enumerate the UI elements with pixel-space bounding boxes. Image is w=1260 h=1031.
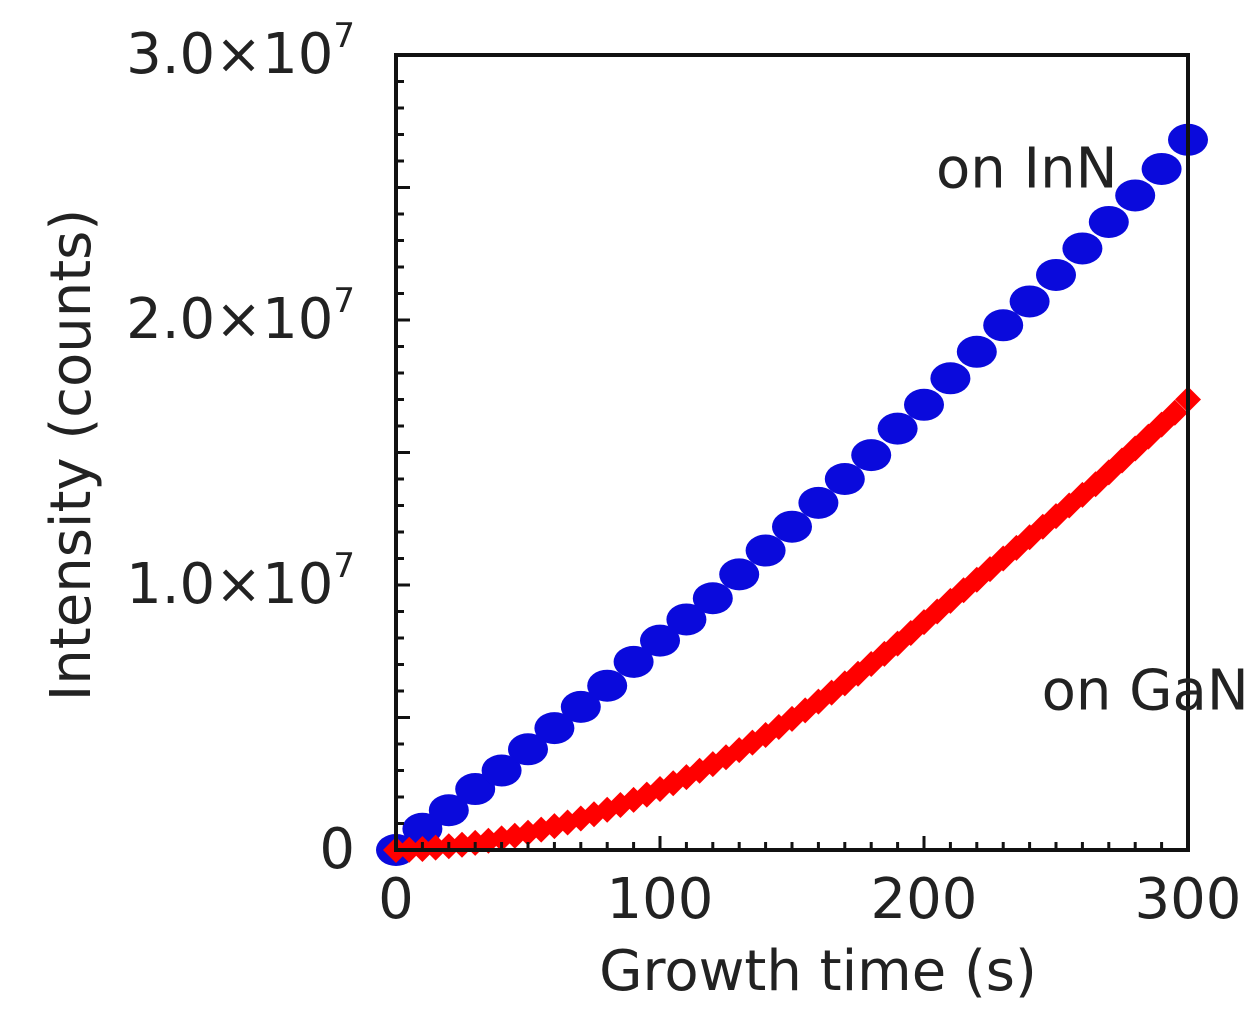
data-point — [455, 773, 496, 806]
data-point — [402, 812, 443, 845]
data-point — [481, 754, 522, 787]
data-point — [1009, 285, 1050, 318]
annotation-label: on InN — [936, 137, 1117, 202]
y-tick-label: 2.0×107 — [126, 281, 355, 352]
x-axis-title: Growth time (s) — [599, 939, 1037, 1004]
data-point — [666, 603, 707, 636]
data-point — [930, 362, 971, 395]
data-point — [1115, 179, 1156, 212]
y-tick-label: 3.0×107 — [126, 16, 355, 87]
axis-tick-labels: 0 100 200 300 0 1.0×107 2.0×107 3.0×107 — [126, 16, 1241, 932]
data-point — [719, 558, 760, 591]
x-tick-label: 200 — [871, 867, 978, 932]
data-point — [745, 534, 786, 567]
data-point — [1036, 258, 1076, 291]
data-point — [640, 624, 680, 657]
x-tick-label: 300 — [1135, 867, 1242, 932]
data-point — [560, 690, 601, 723]
data-point — [587, 669, 628, 702]
data-point — [534, 712, 575, 745]
data-point — [877, 412, 918, 445]
data-point — [956, 335, 997, 368]
data-point — [1141, 152, 1182, 185]
y-tick-label: 0 — [319, 817, 355, 882]
data-point — [508, 733, 548, 766]
series-annotations: on InN on GaN — [936, 137, 1249, 724]
data-point — [824, 463, 865, 495]
data-point — [798, 486, 839, 519]
y-tick-label: 1.0×107 — [126, 546, 355, 617]
data-point — [1161, 399, 1188, 426]
series-on-gan — [383, 386, 1201, 863]
data-point — [983, 309, 1024, 342]
data-point — [1062, 232, 1103, 265]
x-tick-label: 100 — [607, 867, 714, 932]
data-point — [428, 794, 469, 827]
data-point — [1088, 205, 1129, 238]
annotation-label: on GaN — [1042, 659, 1249, 724]
y-axis-title: Intensity (counts) — [39, 209, 104, 701]
axis-ticks — [394, 53, 1190, 852]
series-on-inn — [376, 123, 1208, 866]
data-point — [692, 582, 733, 615]
data-point — [613, 645, 654, 678]
x-tick-label: 0 — [378, 867, 414, 932]
data-point — [904, 388, 944, 421]
data-markers — [376, 123, 1208, 866]
data-point — [851, 439, 892, 472]
data-point — [772, 510, 812, 543]
